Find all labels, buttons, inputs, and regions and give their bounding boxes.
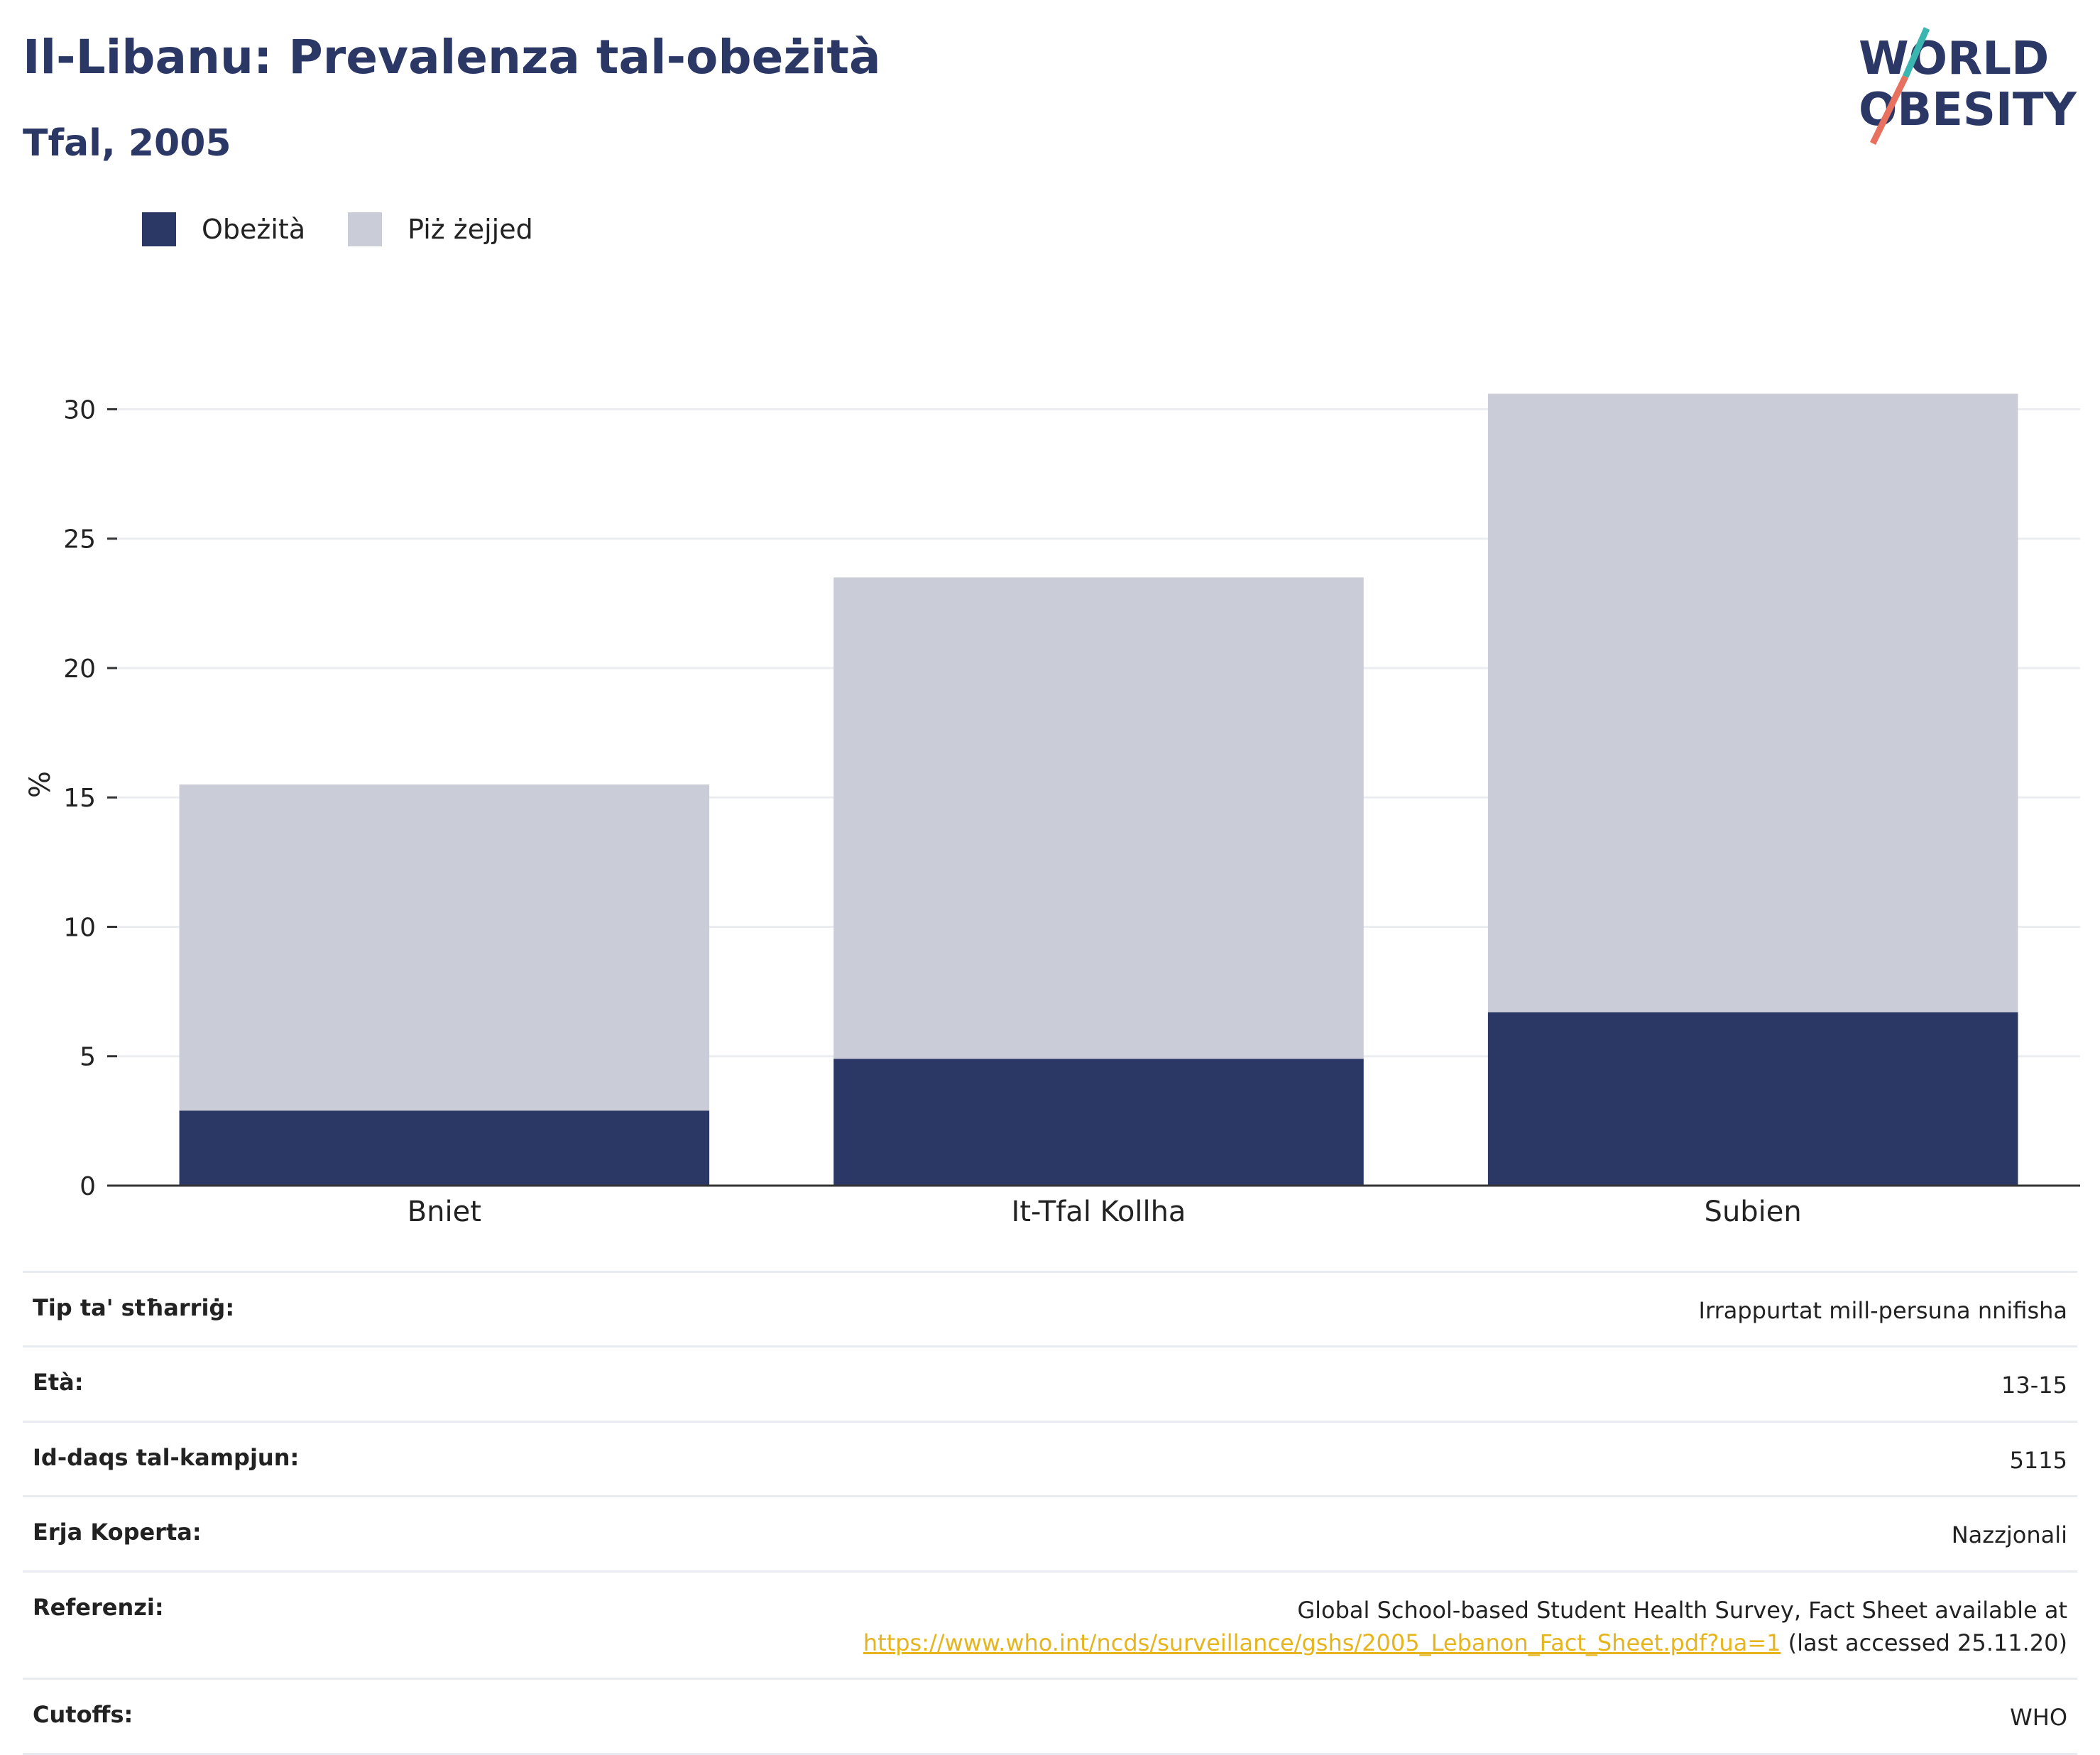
meta-label: Id-daqs tal-kampjun:	[33, 1443, 300, 1471]
chart-legend: Obeżità Piż żejjed	[142, 210, 576, 248]
y-tick-label: 10	[63, 913, 96, 942]
legend-swatch-obesity	[142, 212, 176, 246]
meta-label: Erja Koperta:	[33, 1519, 202, 1546]
y-tick-label: 15	[63, 784, 96, 813]
meta-row-area-covered: Erja Koperta: Nazzjonali	[23, 1495, 2077, 1570]
logo-slash-bottom	[1869, 75, 1909, 145]
bar-obesity-1[interactable]	[833, 1059, 1364, 1186]
meta-row-survey-type: Tip ta' stħarriġ: Irrappurtat mill-persu…	[23, 1271, 2077, 1345]
logo-line-1: WORLD	[1859, 33, 2049, 85]
page-subtitle: Tfal, 2005	[23, 122, 231, 165]
meta-row-references: Referenzi: Global School-based Student H…	[23, 1570, 2077, 1678]
x-tick-label: It-Tfal Kollha	[1012, 1196, 1186, 1228]
bar-chart: 0 5 10 15 20 25 30 Bniet It-Tfal Kollha Subien%	[24, 393, 2080, 1228]
legend-swatch-overweight	[348, 212, 383, 246]
meta-value-reference: Global School-based Student Health Surve…	[863, 1594, 2067, 1660]
meta-row-cutoffs: Cutoffs: WHO	[23, 1678, 2077, 1755]
meta-label: Tip ta' stħarriġ:	[33, 1294, 235, 1321]
meta-row-sample-size: Id-daqs tal-kampjun: 5115	[23, 1420, 2077, 1495]
y-axis-label: %	[24, 771, 57, 798]
x-tick-label: Bniet	[408, 1196, 481, 1228]
reference-accessed: (last accessed 25.11.20)	[1781, 1629, 2067, 1656]
logo-slash-top	[1902, 27, 1930, 78]
axes: 0 5 10 15 20 25 30 Bniet It-Tfal Kollha Subien%	[24, 395, 2080, 1228]
reference-text: Global School-based Student Health Surve…	[1297, 1596, 2067, 1624]
meta-value: WHO	[2010, 1704, 2067, 1732]
legend-label-obesity: Obeżità	[202, 214, 306, 245]
meta-value: 13-15	[2001, 1372, 2067, 1399]
meta-label: Cutoffs:	[33, 1701, 133, 1729]
page-title: Il-Libanu: Prevalenza tal-obeżità	[23, 30, 881, 84]
meta-value: 5115	[2009, 1446, 2067, 1474]
legend-label-overweight: Piż żejjed	[408, 214, 533, 245]
survey-metadata-table: Tip ta' stħarriġ: Irrappurtat mill-persu…	[23, 1271, 2077, 1755]
meta-label: Età:	[33, 1369, 84, 1396]
bar-overweight-2[interactable]	[1487, 393, 2018, 1012]
meta-label: Referenzi:	[33, 1593, 164, 1621]
meta-value: Irrappurtat mill-persuna nnifisha	[1698, 1297, 2067, 1324]
y-tick-label: 25	[63, 525, 96, 554]
y-tick-label: 20	[63, 655, 96, 684]
y-tick-label: 30	[63, 395, 96, 425]
meta-row-age: Età: 13-15	[23, 1345, 2077, 1420]
reference-link[interactable]: https://www.who.int/ncds/surveillance/gs…	[863, 1629, 1781, 1656]
bar-obesity-0[interactable]	[179, 1110, 710, 1186]
legend-item-obesity[interactable]: Obeżità	[142, 212, 305, 246]
bar-overweight-1[interactable]	[833, 577, 1364, 1059]
bar-obesity-2[interactable]	[1487, 1012, 2018, 1186]
meta-value: Nazzjonali	[1951, 1521, 2067, 1549]
legend-item-overweight[interactable]: Piż żejjed	[348, 212, 533, 246]
bar-overweight-0[interactable]	[179, 784, 710, 1111]
world-obesity-logo: WORLD OBESITY	[1859, 27, 2077, 145]
x-tick-label: Subien	[1705, 1196, 1802, 1228]
bars	[179, 393, 2018, 1186]
y-tick-label: 5	[80, 1043, 96, 1072]
y-tick-label: 0	[80, 1172, 96, 1201]
